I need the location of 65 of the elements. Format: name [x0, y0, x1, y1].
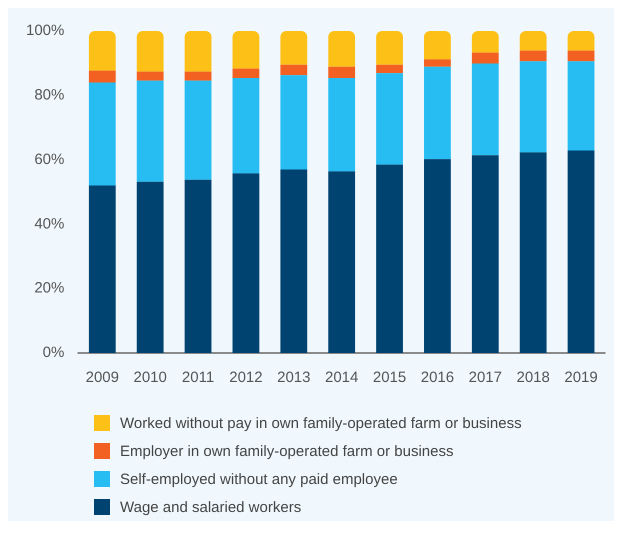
bar [328, 78, 356, 172]
bar [376, 31, 403, 65]
bar [136, 182, 164, 353]
bar [376, 164, 403, 353]
x-tick-label: 2013 [277, 369, 310, 386]
x-tick-label: 2016 [420, 369, 454, 386]
bar [472, 52, 499, 64]
bar [328, 31, 356, 67]
y-tick-label: 80% [34, 86, 64, 104]
bar [280, 31, 308, 65]
bar [520, 31, 547, 51]
bar [136, 31, 164, 72]
bar [568, 50, 594, 62]
bar [520, 152, 547, 353]
bar [568, 150, 594, 353]
bar [184, 72, 212, 81]
bar [232, 78, 260, 174]
bar [136, 72, 164, 81]
x-tick-label: 2017 [468, 369, 502, 386]
y-tick-label: 60% [34, 150, 64, 168]
bar [376, 73, 403, 165]
bar [328, 171, 356, 353]
y-tick-label: 40% [34, 215, 64, 232]
x-tick-label: 2012 [229, 369, 263, 386]
bar [280, 75, 308, 170]
bar [520, 50, 547, 62]
bar [568, 61, 594, 150]
bar [88, 82, 116, 186]
bar [424, 66, 451, 160]
x-tick-label: 2009 [86, 369, 119, 386]
bar [520, 61, 547, 152]
bar [376, 64, 403, 74]
bar [184, 80, 212, 180]
x-tick-label: 2010 [133, 369, 167, 386]
bar [280, 169, 308, 353]
bar [232, 173, 260, 353]
bar [472, 155, 499, 353]
bar [232, 31, 260, 69]
bar [472, 64, 499, 156]
y-tick-label: 20% [34, 280, 64, 297]
bar [424, 59, 451, 67]
legend-label: Employer in own family-operated farm or business [120, 442, 454, 460]
legend-label: Worked without pay in own family-operated farm or business [120, 414, 522, 432]
bar [136, 80, 164, 182]
x-tick-label: 2018 [516, 369, 550, 386]
bar [328, 66, 356, 78]
y-tick-label: 0% [42, 344, 64, 362]
bar [88, 70, 116, 83]
x-tick-label: 2011 [182, 369, 214, 386]
bar [88, 31, 116, 71]
x-tick-label: 2015 [372, 369, 406, 386]
bar [184, 180, 212, 353]
legend-label: Wage and salaried workers [120, 498, 302, 516]
bar [568, 31, 594, 51]
bar [280, 64, 308, 76]
bar [88, 186, 116, 353]
y-tick-label: 100% [26, 22, 64, 40]
bar [232, 68, 260, 78]
x-tick-label: 2019 [564, 369, 598, 386]
bar [424, 31, 451, 60]
x-tick-label: 2014 [324, 369, 358, 386]
bar [184, 31, 212, 72]
bar [472, 31, 499, 53]
legend-label: Self-employed without any paid employee [120, 470, 398, 488]
bar [424, 159, 451, 353]
